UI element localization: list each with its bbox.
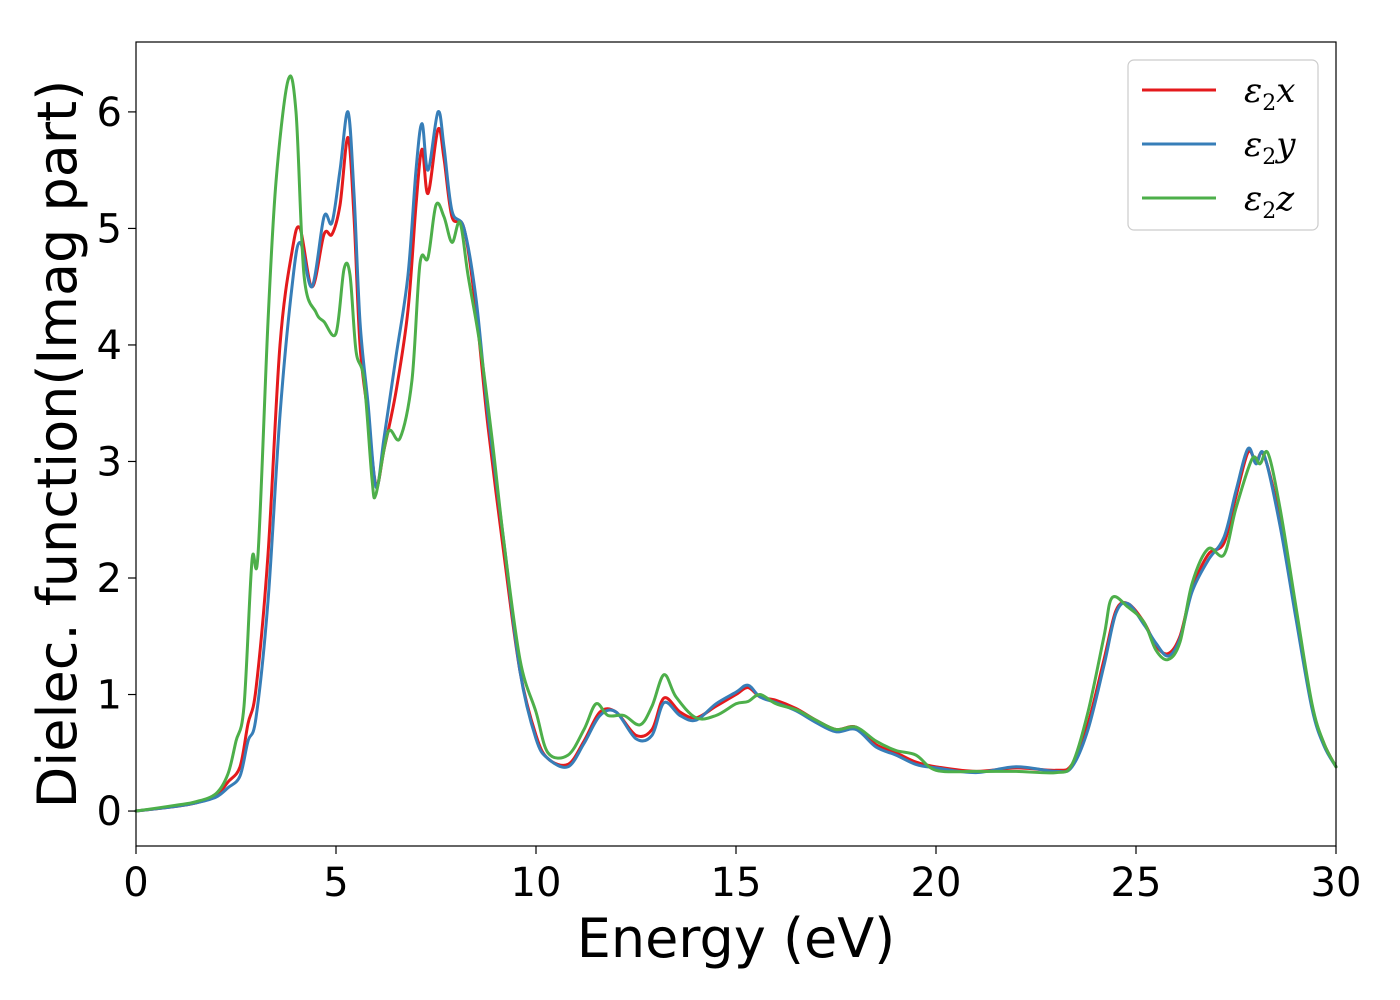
legend-label-z: ε2z <box>1244 179 1295 224</box>
y-tick-label: 3 <box>97 439 122 485</box>
legend-variable: y <box>1274 125 1296 165</box>
y-tick-label: 1 <box>97 673 122 719</box>
x-tick-label: 30 <box>1311 860 1362 906</box>
legend-epsilon: ε <box>1244 125 1262 165</box>
x-axis-label: Energy (eV) <box>577 907 896 970</box>
y-axis-label: Dielec. function(Imag part) <box>26 80 89 809</box>
x-tick-label: 5 <box>323 860 348 906</box>
legend-box <box>1127 59 1319 231</box>
series-line-z <box>134 74 1338 813</box>
x-tick-label: 20 <box>911 860 962 906</box>
y-tick-label: 0 <box>97 789 122 835</box>
legend-subscript: 2 <box>1262 199 1276 224</box>
x-tick-label: 10 <box>511 860 562 906</box>
x-tick-label: 15 <box>711 860 762 906</box>
y-tick-label: 6 <box>97 90 122 136</box>
y-tick-label: 4 <box>97 323 122 369</box>
legend-subscript: 2 <box>1262 91 1276 116</box>
series-layer <box>134 74 1338 813</box>
x-tick-label: 0 <box>123 860 148 906</box>
y-tick-label: 2 <box>97 556 122 602</box>
legend-variable: x <box>1276 71 1295 111</box>
legend-label-y: ε2y <box>1244 125 1296 170</box>
legend-variable: z <box>1275 179 1295 219</box>
legend-label-x: ε2x <box>1244 71 1295 116</box>
x-tick-label: 25 <box>1111 860 1162 906</box>
legend-subscript: 2 <box>1262 145 1276 170</box>
y-axis-ticks: 0 1 2 3 4 5 6 <box>97 90 136 835</box>
series-line-y <box>134 110 1338 813</box>
x-axis-ticks: 0 5 10 15 20 25 30 <box>123 846 1361 906</box>
y-tick-label: 5 <box>97 206 122 252</box>
legend-epsilon: ε <box>1244 179 1262 219</box>
legend-epsilon: ε <box>1244 71 1262 111</box>
